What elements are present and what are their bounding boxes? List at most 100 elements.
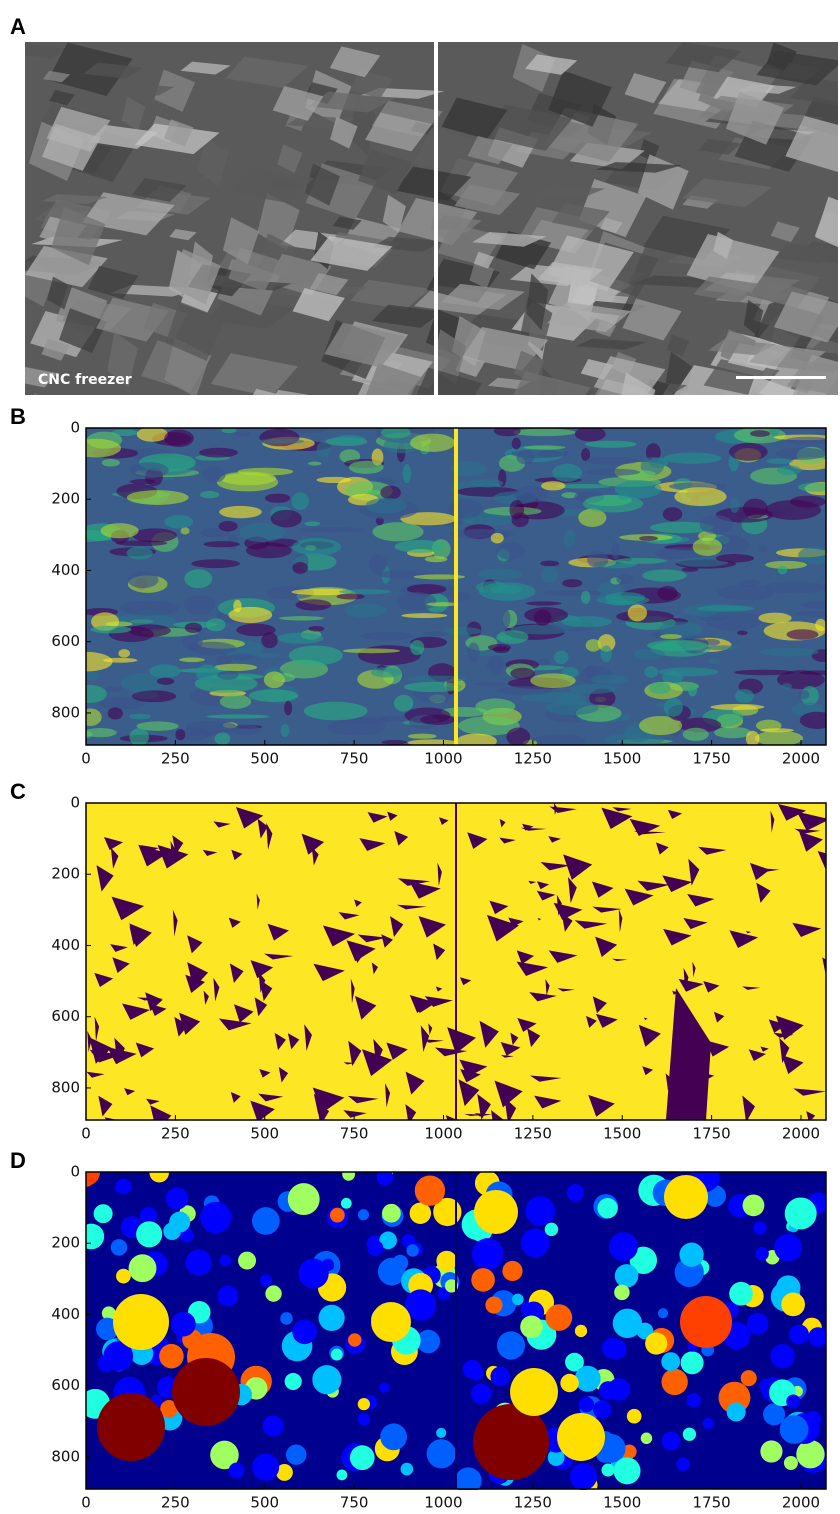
y-tick-label: 200 — [51, 490, 80, 508]
y-tick-label: 0 — [70, 1163, 80, 1181]
image-texture — [308, 625, 325, 632]
image-texture — [565, 1352, 584, 1372]
image-texture — [647, 639, 708, 652]
image-texture — [574, 428, 606, 442]
sem-flake — [770, 221, 800, 243]
image-texture — [474, 682, 508, 687]
image-texture — [357, 1412, 371, 1426]
image-texture — [311, 846, 319, 866]
image-texture — [436, 1427, 447, 1438]
image-texture — [698, 846, 727, 855]
image-texture — [606, 600, 637, 606]
image-texture — [500, 1042, 521, 1056]
image-texture — [601, 1463, 615, 1477]
image-texture — [758, 612, 792, 624]
image-texture — [112, 957, 130, 974]
image-texture — [409, 881, 441, 899]
image-texture — [344, 603, 387, 618]
x-tick-label: 1000 — [424, 1125, 462, 1143]
image-texture — [536, 449, 569, 458]
heatmap-image — [86, 803, 826, 1120]
sem-flake — [622, 298, 682, 341]
image-texture — [667, 809, 683, 820]
image-texture — [514, 485, 549, 503]
image-texture — [454, 1467, 482, 1490]
image-texture — [406, 584, 447, 595]
image-texture — [779, 1415, 809, 1444]
image-texture — [595, 936, 618, 958]
image-divider — [434, 42, 438, 395]
sem-flake — [414, 128, 489, 177]
image-texture — [474, 1190, 518, 1234]
image-texture — [439, 817, 449, 826]
image-texture — [522, 823, 534, 831]
image-texture — [533, 609, 552, 626]
image-texture — [578, 1396, 595, 1413]
x-tick-label: 1750 — [693, 1125, 731, 1143]
sem-flake — [454, 184, 521, 216]
y-tick-label: 600 — [51, 632, 80, 650]
image-texture — [96, 1317, 119, 1341]
image-texture — [422, 631, 450, 636]
image-texture — [330, 1348, 343, 1361]
image-texture — [608, 1232, 638, 1262]
image-texture — [342, 1172, 356, 1181]
image-texture — [403, 681, 462, 693]
image-texture — [475, 698, 516, 715]
image-texture — [683, 917, 708, 930]
image-texture — [202, 849, 218, 857]
image-texture — [456, 733, 497, 745]
image-texture — [512, 428, 576, 437]
image-texture — [493, 428, 521, 437]
image-texture — [485, 1296, 503, 1314]
image-texture — [766, 458, 793, 465]
image-texture — [86, 438, 121, 458]
sem-flake — [330, 116, 358, 149]
sem-flake — [789, 77, 838, 106]
image-texture — [250, 960, 274, 979]
sem-flake — [548, 70, 612, 127]
image-texture — [357, 1209, 370, 1221]
image-texture — [603, 733, 665, 745]
image-texture — [360, 631, 415, 641]
x-tick-label: 1750 — [693, 750, 731, 768]
image-texture — [588, 1094, 615, 1117]
image-texture — [100, 523, 139, 539]
image-texture — [638, 715, 683, 736]
image-texture — [661, 1431, 681, 1451]
image-texture — [555, 483, 612, 489]
image-texture — [200, 1201, 232, 1234]
image-texture — [786, 1394, 801, 1409]
panel-label: A — [10, 14, 26, 39]
image-texture — [129, 926, 144, 945]
image-texture — [679, 1242, 704, 1267]
image-texture — [292, 537, 342, 556]
image-texture — [86, 651, 113, 672]
image-texture — [614, 1264, 639, 1288]
sem-flake — [165, 301, 225, 361]
image-texture — [280, 1312, 293, 1325]
image-texture — [536, 881, 550, 890]
image-texture — [729, 1281, 753, 1306]
image-texture — [534, 1095, 562, 1109]
image-texture — [118, 649, 131, 658]
image-texture — [139, 1207, 158, 1225]
image-texture — [116, 1268, 131, 1284]
image-texture — [115, 540, 168, 547]
image-texture — [292, 562, 309, 574]
image-texture — [128, 1254, 157, 1283]
heatmap-image — [86, 1172, 826, 1490]
image-texture — [796, 610, 826, 617]
sem-flake — [329, 46, 381, 78]
image-texture — [680, 1351, 704, 1375]
image-texture — [792, 922, 822, 937]
image-texture — [254, 997, 268, 1017]
image-texture — [86, 670, 100, 681]
image-texture — [136, 1221, 163, 1248]
image-texture — [105, 686, 124, 692]
image-texture — [530, 673, 576, 689]
image-texture — [94, 1016, 100, 1042]
image-texture — [528, 880, 537, 885]
x-tick-label: 1500 — [603, 1125, 641, 1143]
image-texture — [396, 592, 437, 611]
